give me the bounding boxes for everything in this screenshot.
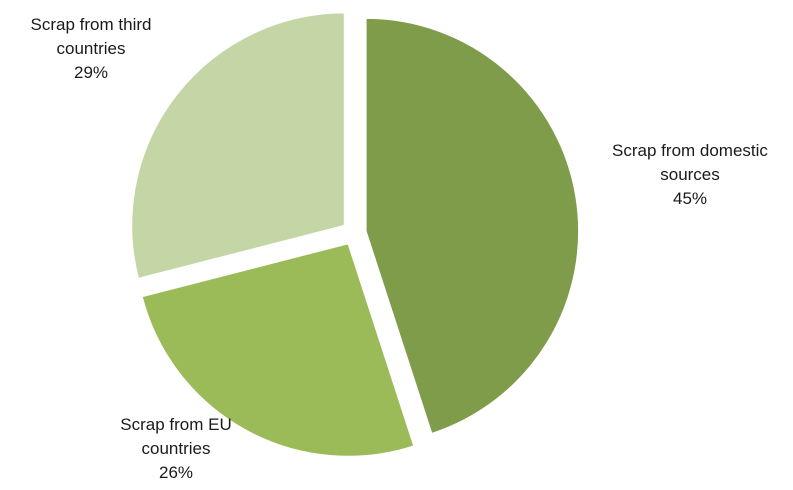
slice-name-label: countries — [142, 439, 211, 458]
pie-slice-0 — [365, 17, 580, 435]
slice-label-0: Scrap from domestic sources 45% — [612, 141, 768, 208]
slice-value-label: 26% — [159, 463, 193, 482]
slice-name-label: countries — [57, 39, 126, 58]
slice-label-1: Scrap from EU countries 26% — [120, 415, 231, 482]
pie-slice-1 — [140, 242, 415, 458]
slice-name-label: Scrap from domestic — [612, 141, 768, 160]
slice-value-label: 29% — [74, 63, 108, 82]
slice-name-label: sources — [660, 165, 720, 184]
slice-value-label: 45% — [673, 189, 707, 208]
pie-slice-2 — [130, 11, 346, 280]
slice-name-label: Scrap from EU — [120, 415, 231, 434]
slice-label-2: Scrap from third countries 29% — [31, 15, 152, 82]
slice-name-label: Scrap from third — [31, 15, 152, 34]
